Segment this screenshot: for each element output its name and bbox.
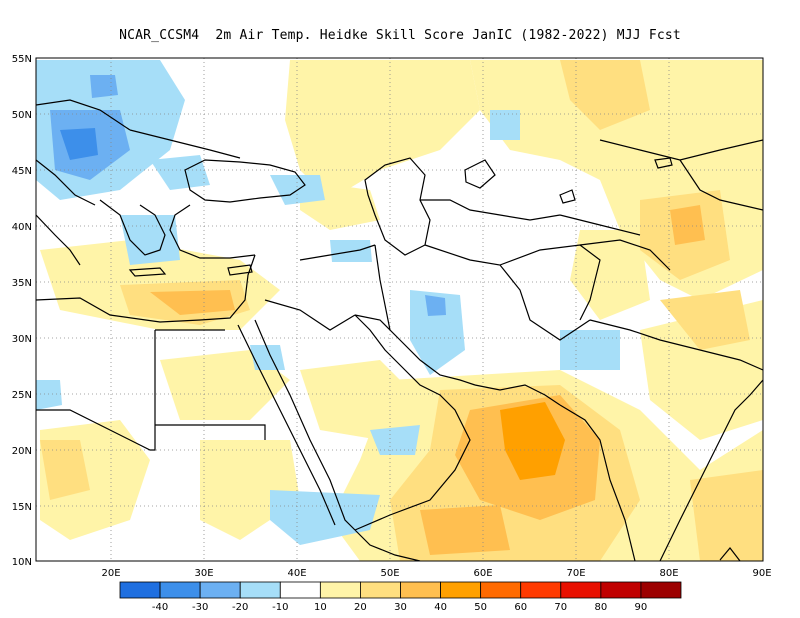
lon-axis: 20E 30E 40E 50E 60E 70E 80E 90E: [101, 568, 771, 579]
lat-label: 20N: [12, 446, 32, 457]
colorbar-swatch: [400, 581, 441, 599]
lat-label: 50N: [12, 110, 32, 121]
colorbar-label: 20: [354, 602, 367, 613]
lon-label: 90E: [752, 568, 771, 579]
colorbar-label: 50: [474, 602, 487, 613]
colorbar-swatch: [360, 581, 401, 599]
lon-label: 30E: [194, 568, 213, 579]
lat-label: 35N: [12, 278, 32, 289]
colorbar-swatch: [119, 581, 161, 599]
colorbar-label: 10: [314, 602, 327, 613]
colorbar-label: 40: [434, 602, 447, 613]
lat-label: 40N: [12, 222, 32, 233]
lat-label: 15N: [12, 502, 32, 513]
colorbar-label: 30: [394, 602, 407, 613]
colorbar-swatch: [480, 581, 522, 599]
colorbar-swatch: [600, 581, 642, 599]
lat-label: 30N: [12, 334, 32, 345]
plot-title: NCAR_CCSM4 2m Air Temp. Heidke Skill Sco…: [119, 28, 681, 43]
colorbar-swatch: [640, 581, 682, 599]
lon-label: 20E: [101, 568, 120, 579]
colorbar: -40 -30 -20 -10 10 20 30 40 50 60 70 80 90: [119, 581, 682, 613]
colorbar-label: -30: [192, 602, 208, 613]
colorbar-label: 90: [635, 602, 648, 613]
colorbar-label: -20: [232, 602, 248, 613]
lon-label: 40E: [287, 568, 306, 579]
colorbar-swatch: [279, 581, 321, 599]
colorbar-label: 60: [514, 602, 527, 613]
plot-frame: [35, 57, 764, 562]
lon-label: 60E: [473, 568, 492, 579]
colorbar-swatch: [199, 581, 241, 599]
coastlines: [36, 99, 763, 561]
anomaly-field: [36, 60, 763, 561]
colorbar-swatch: [159, 581, 201, 599]
colorbar-label: 80: [594, 602, 607, 613]
lon-label: 50E: [380, 568, 399, 579]
lat-label: 25N: [12, 390, 32, 401]
colorbar-swatch: [440, 581, 482, 599]
colorbar-swatch: [560, 581, 602, 599]
colorbar-swatch: [239, 581, 281, 599]
lon-label: 80E: [659, 568, 678, 579]
colorbar-swatch: [520, 581, 562, 599]
lat-label: 55N: [12, 54, 32, 65]
colorbar-swatch: [319, 581, 361, 599]
colorbar-label: -40: [152, 602, 168, 613]
colorbar-label: -10: [272, 602, 288, 613]
lon-label: 70E: [566, 568, 585, 579]
lat-label: 10N: [12, 557, 32, 568]
lat-label: 45N: [12, 166, 32, 177]
lat-axis: 55N 50N 45N 40N 35N 30N 25N 20N 15N 10N: [12, 54, 32, 568]
colorbar-label: 70: [554, 602, 567, 613]
